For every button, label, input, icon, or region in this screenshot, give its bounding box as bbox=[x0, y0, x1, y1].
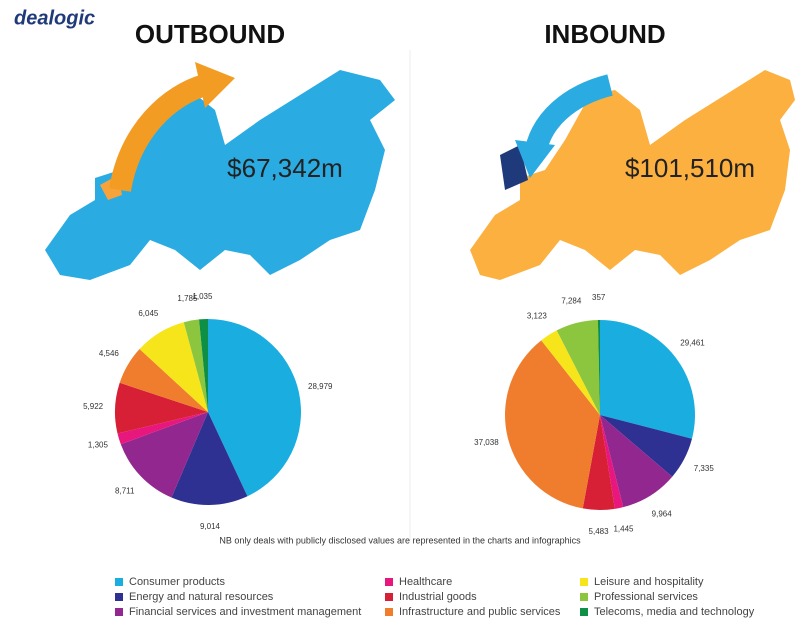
data-label: 7,335 bbox=[694, 464, 715, 473]
legend-swatch bbox=[385, 578, 393, 586]
legend-label: Leisure and hospitality bbox=[594, 576, 704, 588]
legend-swatch bbox=[580, 578, 588, 586]
map-inbound bbox=[470, 70, 795, 280]
data-label: 5,483 bbox=[589, 527, 610, 536]
data-label: 3,123 bbox=[527, 312, 548, 321]
total-label: $67,342m bbox=[227, 153, 343, 183]
pie-slice bbox=[600, 415, 624, 509]
data-label: 9,014 bbox=[200, 522, 221, 531]
legend-label: Energy and natural resources bbox=[129, 591, 274, 603]
pie-slice bbox=[119, 349, 208, 412]
legend-swatch bbox=[115, 578, 123, 586]
pie-slice bbox=[597, 320, 600, 415]
total-label: $101,510m bbox=[625, 153, 755, 183]
data-label: 1,785 bbox=[177, 294, 198, 303]
pie-slice bbox=[505, 340, 600, 509]
pie-slice bbox=[120, 412, 208, 498]
legend-swatch bbox=[580, 608, 588, 616]
chart-title: INBOUND bbox=[544, 19, 665, 49]
legend-label: Industrial goods bbox=[399, 591, 477, 603]
pie-slice bbox=[117, 412, 208, 445]
legend-label: Healthcare bbox=[399, 576, 452, 588]
legend-swatch bbox=[385, 593, 393, 601]
data-label: 357 bbox=[592, 293, 606, 302]
data-label: 29,461 bbox=[680, 338, 705, 347]
pie-slice bbox=[171, 412, 248, 506]
pie-slice bbox=[556, 320, 600, 415]
pie-slice bbox=[600, 415, 673, 508]
pie-slice bbox=[139, 322, 208, 412]
legend-swatch bbox=[115, 608, 123, 616]
data-label: 1,305 bbox=[88, 440, 109, 449]
data-label: 5,922 bbox=[83, 402, 104, 411]
data-label: 37,038 bbox=[474, 438, 499, 447]
data-label: 28,979 bbox=[308, 382, 333, 391]
pie-slice bbox=[199, 319, 208, 412]
pie-slice bbox=[115, 382, 208, 434]
data-label: 9,964 bbox=[652, 510, 673, 519]
legend-label: Telecoms, media and technology bbox=[594, 606, 755, 618]
map-outbound bbox=[45, 62, 395, 280]
data-label: 7,284 bbox=[561, 297, 582, 306]
legend-label: Professional services bbox=[594, 591, 698, 603]
data-label: 4,546 bbox=[99, 349, 120, 358]
data-label: 1,445 bbox=[613, 525, 634, 534]
data-label: 6,045 bbox=[138, 309, 159, 318]
legend-label: Financial services and investment manage… bbox=[129, 606, 361, 618]
pie-slice bbox=[582, 415, 615, 511]
logo: dealogic bbox=[14, 7, 95, 29]
note: NB only deals with publicly disclosed va… bbox=[219, 535, 581, 545]
data-label: 1,035 bbox=[192, 292, 213, 301]
legend-label: Consumer products bbox=[129, 576, 225, 588]
pie-slice bbox=[541, 330, 600, 415]
pie-slice bbox=[208, 319, 301, 497]
pie-slice bbox=[183, 319, 208, 412]
legend-label: Infrastructure and public services bbox=[399, 606, 561, 618]
chart-title: OUTBOUND bbox=[135, 19, 285, 49]
data-label: 8,711 bbox=[115, 486, 135, 495]
pie-slice bbox=[600, 320, 695, 439]
legend-swatch bbox=[115, 593, 123, 601]
legend-swatch bbox=[580, 593, 588, 601]
pie-slice bbox=[600, 415, 692, 477]
legend-swatch bbox=[385, 608, 393, 616]
